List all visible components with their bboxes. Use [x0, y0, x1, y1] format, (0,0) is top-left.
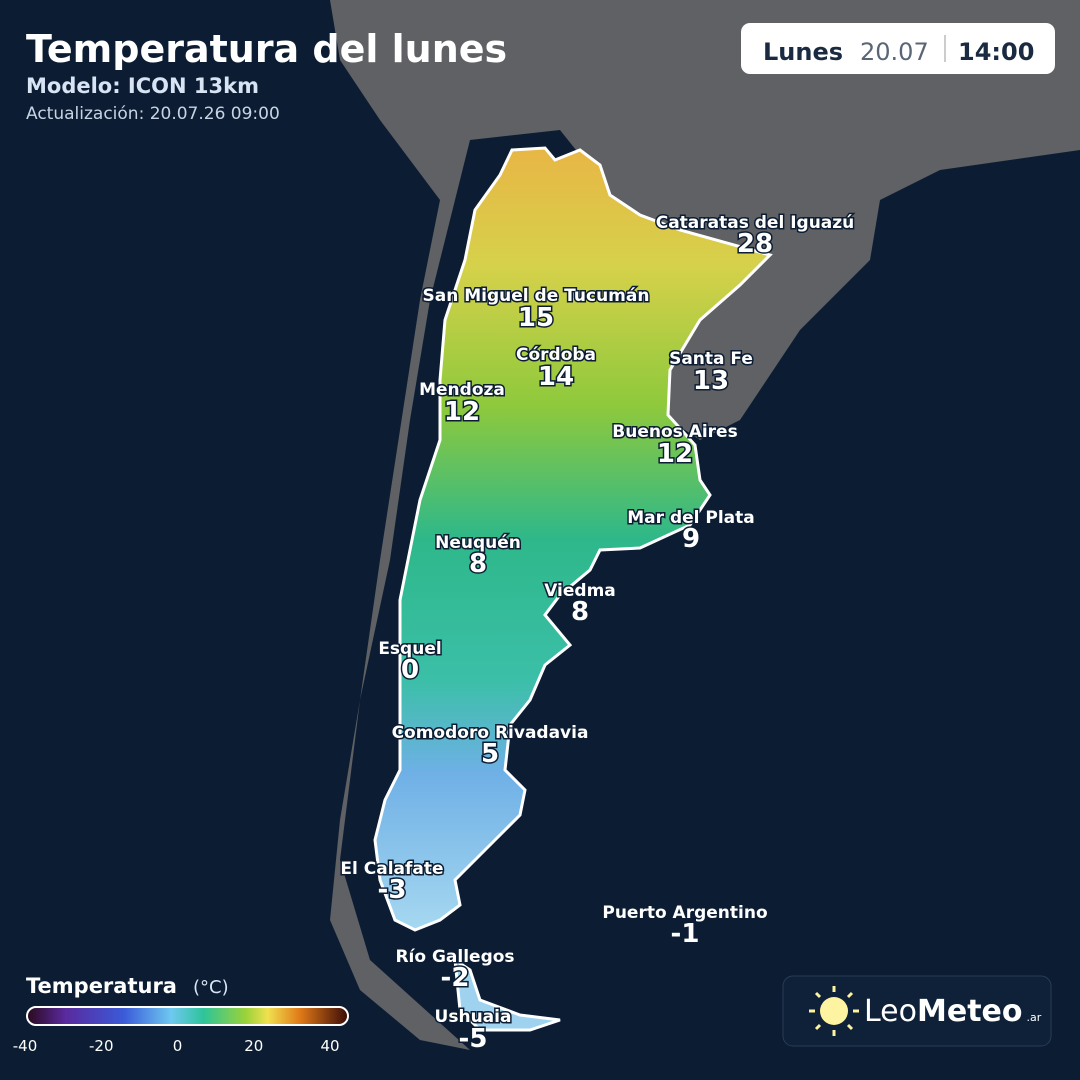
- legend-tick-label: -20: [89, 1037, 114, 1055]
- logo-leo: Leo: [864, 994, 917, 1029]
- city-name: Neuquén: [435, 533, 521, 553]
- city-temp: -3: [378, 875, 407, 905]
- neighbor-land: [330, 0, 1080, 1050]
- legend-tick-label: 0: [173, 1037, 183, 1055]
- city-name: Mendoza: [419, 380, 505, 400]
- city-name: Buenos Aires: [612, 422, 737, 442]
- model: Modelo: ICON 13km: [26, 74, 259, 98]
- logo-meteo: Meteo: [917, 994, 1023, 1029]
- city-temp: 9: [682, 524, 700, 554]
- updated: Actualización: 20.07.26 09:00: [26, 104, 280, 124]
- city-temp: 28: [737, 229, 773, 259]
- city-name: San Miguel de Tucumán: [423, 286, 650, 306]
- city-temp: 5: [481, 739, 499, 769]
- city-name: Ushuaia: [435, 1007, 512, 1027]
- date: 20.07: [860, 38, 929, 66]
- city-name: Córdoba: [516, 345, 596, 365]
- city-temp: 8: [469, 549, 487, 579]
- city-temp: 12: [657, 439, 693, 469]
- logo-sun: [809, 986, 859, 1036]
- city-temp: 13: [693, 366, 729, 396]
- city-name: Santa Fe: [669, 349, 753, 369]
- city-name: Viedma: [544, 581, 616, 601]
- city-temp: 15: [518, 303, 554, 333]
- legend-tick-label: 20: [244, 1037, 263, 1055]
- legend-unit: (°C): [193, 977, 229, 998]
- logo-suffix: .ar: [1027, 1011, 1042, 1024]
- city-temp: 0: [401, 655, 419, 685]
- city-name: Cataratas del Iguazú: [656, 213, 855, 233]
- day: Lunes: [763, 38, 843, 66]
- city-temp: 12: [444, 397, 480, 427]
- city-temp: 8: [571, 597, 589, 627]
- city-temp: 14: [538, 362, 574, 392]
- date-box: [741, 23, 1055, 74]
- tierra-del-fuego: [453, 956, 561, 1032]
- argentina: [373, 146, 773, 932]
- city-temp: -5: [459, 1024, 488, 1054]
- time: 14:00: [958, 38, 1034, 66]
- title: Temperatura del lunes: [26, 27, 507, 71]
- legend-tick-label: -40: [13, 1037, 38, 1055]
- legend-title: Temperatura: [26, 974, 177, 998]
- legend-bar: [26, 1006, 349, 1026]
- logo: LeoMeteo .ar: [864, 994, 1042, 1029]
- city-name: Comodoro Rivadavia: [392, 723, 589, 743]
- city-name: El Calafate: [340, 859, 443, 879]
- city-name: Puerto Argentino: [602, 903, 767, 923]
- city-name: Esquel: [378, 639, 441, 659]
- city-temp: -2: [441, 963, 470, 993]
- city-temp: -1: [671, 919, 700, 949]
- legend-tick-label: 40: [320, 1037, 339, 1055]
- city-name: Río Gallegos: [395, 947, 514, 967]
- city-name: Mar del Plata: [627, 508, 755, 528]
